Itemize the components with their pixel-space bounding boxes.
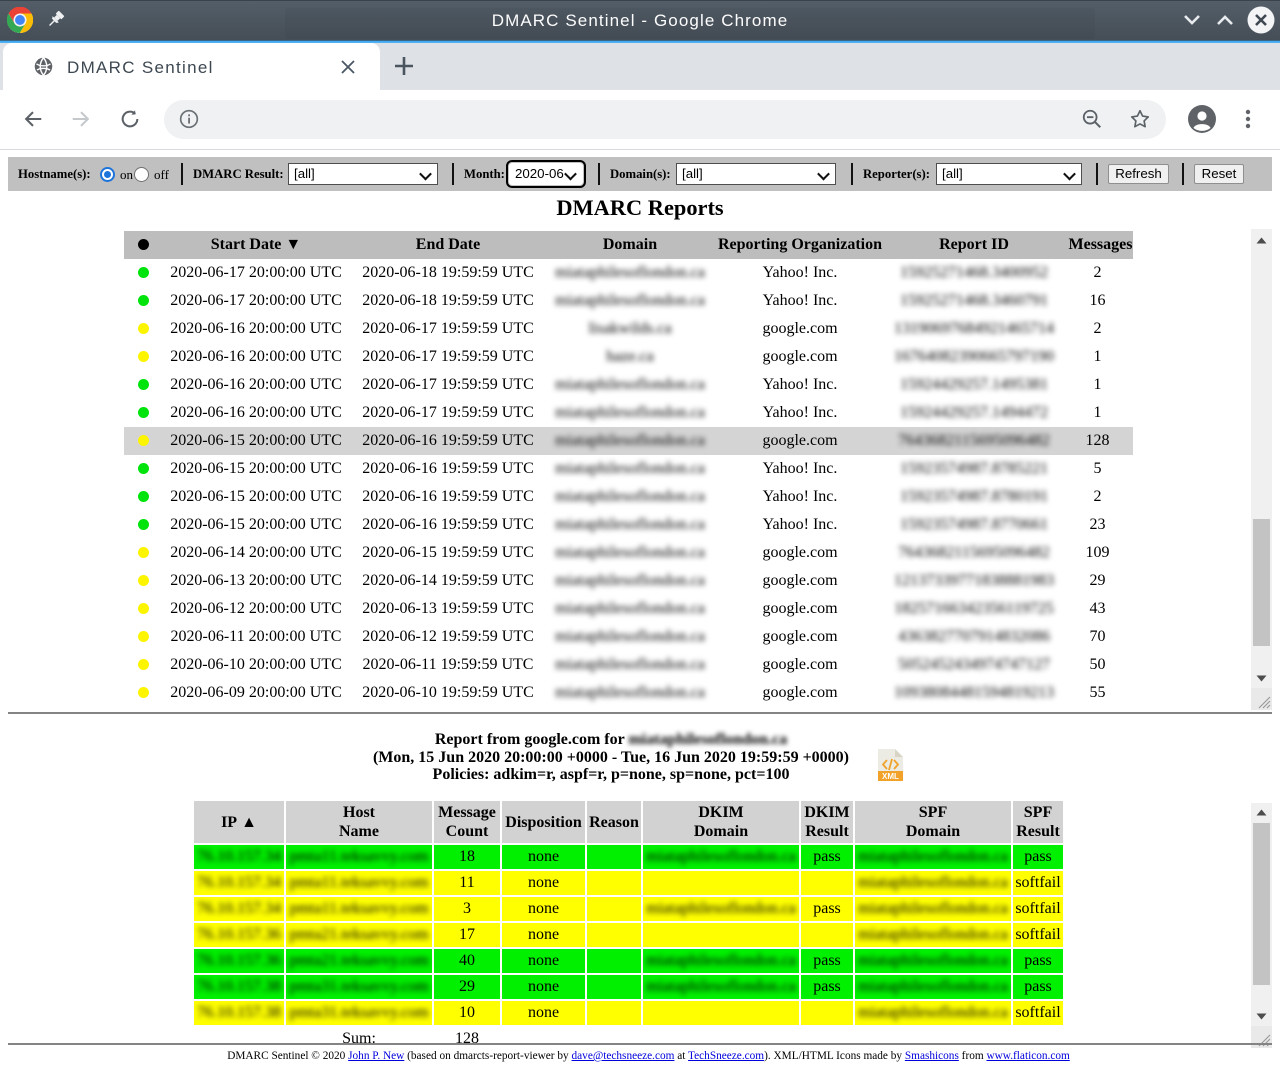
svg-text:XML: XML: [882, 772, 899, 781]
